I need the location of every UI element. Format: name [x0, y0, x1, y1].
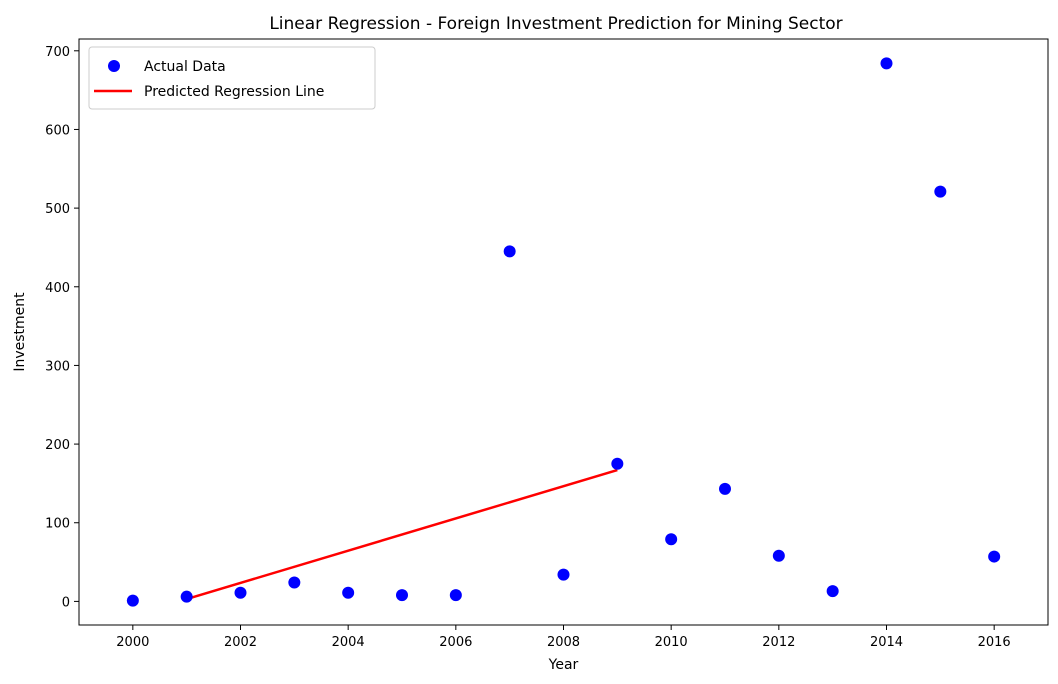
legend-label-actual-data: Actual Data — [144, 59, 226, 75]
data-point — [557, 568, 570, 581]
x-tick-label: 2016 — [978, 635, 1011, 650]
legend-label-regression-line: Predicted Regression Line — [144, 84, 324, 100]
chart-title: Linear Regression - Foreign Investment P… — [269, 14, 842, 34]
y-tick-label: 300 — [45, 359, 70, 374]
data-point — [288, 576, 301, 589]
regression-line — [186, 468, 618, 601]
x-axis-label: Year — [548, 657, 579, 673]
legend-marker-actual-data — [108, 60, 120, 72]
data-point — [826, 585, 839, 598]
x-tick-label: 2000 — [116, 635, 149, 650]
y-tick-label: 0 — [62, 595, 70, 610]
data-point — [772, 549, 785, 562]
legend: Actual Data Predicted Regression Line — [88, 46, 376, 110]
x-axis: 2000 2002 2004 2006 2008 2010 2012 2014 2016 — [116, 625, 1011, 650]
data-point — [342, 586, 355, 599]
data-point — [449, 589, 462, 602]
y-tick-label: 600 — [45, 123, 70, 138]
y-tick-label: 700 — [45, 45, 70, 60]
x-tick-label: 2012 — [762, 635, 795, 650]
y-tick-label: 100 — [45, 517, 70, 532]
x-tick-label: 2004 — [332, 635, 365, 650]
data-point — [503, 245, 516, 258]
data-point — [988, 550, 1001, 563]
data-point — [234, 586, 247, 599]
y-axis-label: Investment — [12, 292, 28, 372]
data-point — [611, 457, 624, 470]
x-tick-label: 2014 — [870, 635, 903, 650]
data-point — [396, 589, 408, 602]
legend-box — [88, 46, 376, 110]
x-tick-label: 2010 — [655, 635, 688, 650]
y-axis: 0 100 200 300 400 500 600 700 — [45, 45, 79, 610]
y-tick-label: 500 — [45, 202, 70, 217]
series-layer — [126, 57, 1001, 607]
y-tick-label: 200 — [45, 438, 70, 453]
y-tick-label: 400 — [45, 281, 70, 296]
x-tick-label: 2006 — [439, 635, 472, 650]
x-tick-label: 2002 — [224, 635, 257, 650]
data-point — [126, 594, 139, 607]
data-point — [719, 482, 731, 495]
data-point — [934, 185, 947, 198]
data-point — [180, 590, 193, 603]
x-tick-label: 2008 — [547, 635, 580, 650]
data-point — [665, 533, 678, 546]
data-point — [880, 57, 893, 70]
